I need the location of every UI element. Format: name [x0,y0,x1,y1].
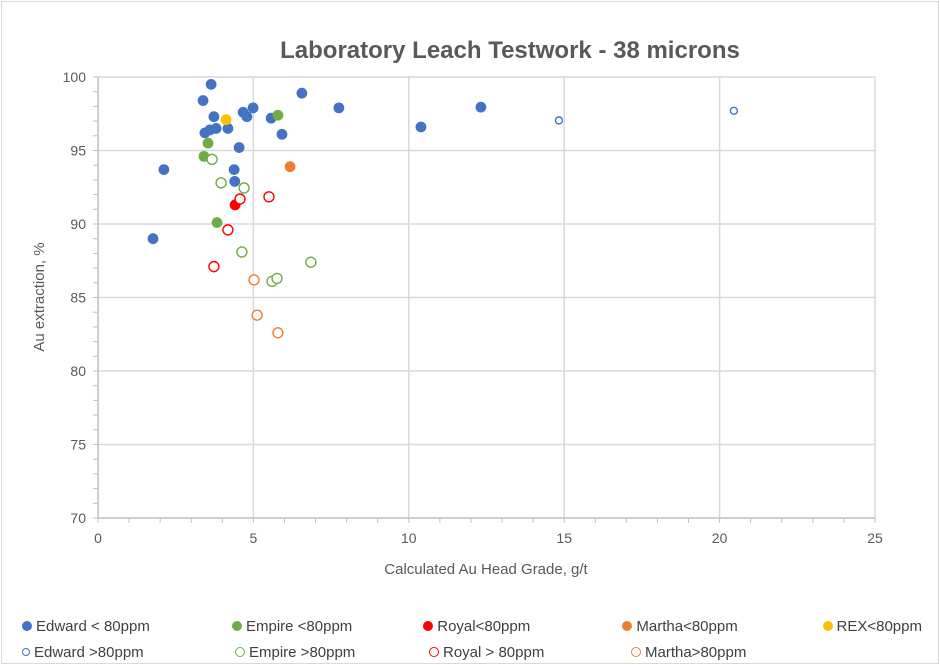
legend-item: Royal > 80ppm [429,644,631,661]
axis-ticks: 70 75 80 85 90 95 100 0 5 10 15 20 25 [63,69,883,546]
data-point [276,128,288,140]
data-point [284,161,296,173]
data-point [210,123,222,134]
data-point [233,142,245,153]
legend-marker-icon [822,621,833,631]
legend-marker-icon [429,647,439,657]
series-empire-80ppm [206,153,317,288]
chart-title: Laboratory Leach Testwork - 38 microns [280,37,740,64]
data-point [241,111,253,123]
legend-item: Empire >80ppm [235,644,429,661]
legend-marker-icon [622,621,633,631]
legend-label: Royal > 80ppm [443,643,545,661]
series-edward-80ppm [147,78,487,245]
x-tick-label: 20 [712,530,728,546]
legend: Edward < 80ppm Empire <80ppm Royal<80ppm Ma… [22,613,922,665]
data-point [158,164,170,176]
data-point [229,175,241,187]
y-tick-label: 70 [70,510,86,526]
data-point [415,121,427,133]
data-point [205,78,217,90]
data-point [475,101,487,113]
series-martha-80ppm [248,274,284,339]
data-point [208,111,220,123]
data-point [197,95,209,106]
series-martha-80ppm [284,161,296,173]
data-point [238,182,250,194]
legend-item: Edward >80ppm [22,644,235,661]
series-empire-80ppm [198,109,284,228]
legend-label: Edward < 80ppm [36,617,150,635]
y-tick-label: 90 [70,216,86,232]
x-axis-label: Calculated Au Head Grade, g/t [384,561,588,578]
y-tick-label: 80 [70,363,86,379]
legend-item: Martha<80ppm [622,618,822,635]
legend-item: Martha>80ppm [631,644,834,661]
x-tick-label: 25 [867,530,883,546]
legend-row: Edward < 80ppm Empire <80ppm Royal<80ppm Ma… [22,613,922,639]
data-point [305,256,317,268]
data-point [220,114,232,126]
legend-label: Empire >80ppm [249,643,356,661]
legend-label: Martha<80ppm [636,617,738,635]
data-point [272,327,284,339]
data-point [251,309,263,321]
legend-marker-icon [235,647,245,657]
data-point [234,193,246,205]
gridlines [98,76,876,518]
x-tick-label: 15 [556,530,572,546]
legend-item: REX<80ppm [822,617,922,635]
y-tick-label: 95 [70,143,86,159]
data-point [236,246,248,258]
legend-label: Edward >80ppm [34,643,144,661]
data-point [554,116,564,125]
legend-label: Royal<80ppm [437,617,531,635]
data-point [248,274,260,286]
y-tick-label: 85 [70,290,86,306]
x-tick-label: 10 [401,530,417,546]
y-axis-label: Au extraction, % [31,242,48,351]
data-point [222,224,234,236]
data-point [147,233,159,245]
legend-marker-icon [631,647,641,657]
x-tick-label: 0 [94,530,102,546]
legend-item: Edward < 80ppm [22,618,232,635]
data-point [263,191,275,203]
legend-marker-icon [423,621,434,631]
legend-label: Empire <80ppm [245,617,353,635]
data-point [228,164,240,176]
x-tick-label: 5 [250,530,258,546]
data-point [272,109,284,121]
legend-marker-icon [22,621,32,631]
legend-marker-icon [22,648,30,656]
legend-label: REX<80ppm [836,617,922,635]
data-point [206,153,218,166]
data-point [729,106,739,116]
data-point [202,137,214,149]
series-royal-80ppm [208,191,275,273]
series-edward-80ppm [554,106,739,125]
data-point [215,177,227,189]
legend-item: Empire <80ppm [231,617,423,635]
data-point [247,102,259,114]
legend-label: Martha>80ppm [645,643,747,661]
data-points [147,78,739,339]
data-point [208,260,220,273]
data-point [333,102,345,114]
y-tick-label: 100 [63,69,87,85]
legend-item: Royal<80ppm [423,618,622,635]
legend-marker-icon [231,621,242,631]
y-tick-label: 75 [70,437,86,453]
legend-row: Edward >80ppm Empire >80ppm Royal > 80ppm M… [22,639,922,665]
data-point [271,272,283,285]
series-rex-80ppm [220,114,232,126]
data-point [296,87,308,99]
data-point [211,217,223,228]
data-point [222,123,234,134]
